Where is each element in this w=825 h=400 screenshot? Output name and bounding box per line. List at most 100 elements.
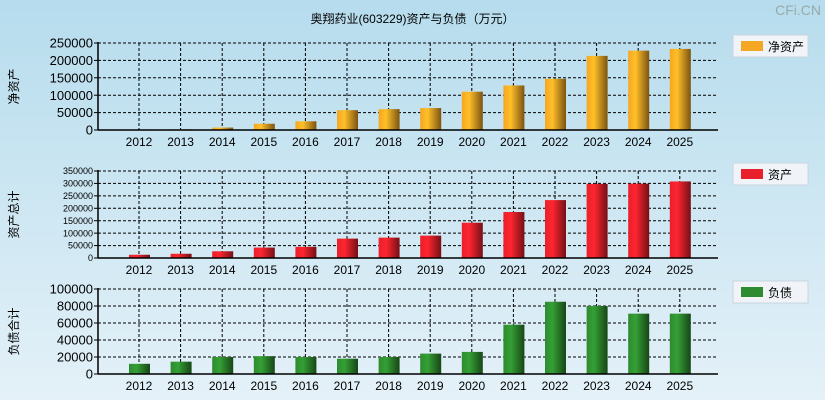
y-tick-label: 300000: [63, 179, 93, 189]
bar-2012: [129, 363, 150, 374]
x-tick-label: 2024: [625, 263, 652, 277]
x-tick-label: 2016: [292, 135, 319, 149]
y-tick-label: 100000: [50, 282, 93, 297]
x-tick-label: 2018: [375, 135, 402, 149]
x-tick-label: 2019: [417, 263, 444, 277]
bar-2025: [669, 48, 691, 130]
x-tick-label: 2020: [458, 379, 485, 393]
y-tick-label: 50000: [68, 241, 93, 251]
y-tick-label: 200000: [63, 203, 93, 213]
y-tick-label: 100000: [63, 228, 93, 238]
bar-2023: [586, 306, 608, 374]
y-axis-label: 资产总计: [7, 190, 21, 238]
x-tick-label: 2018: [375, 263, 402, 277]
bar-2019: [420, 235, 442, 258]
bar-2015: [253, 123, 275, 130]
x-tick-label: 2015: [250, 135, 277, 149]
y-tick-label: 250000: [50, 36, 93, 51]
legend-label: 负债: [768, 286, 792, 300]
x-tick-label: 2025: [666, 135, 693, 149]
legend-label: 净资产: [768, 40, 804, 54]
x-tick-label: 2023: [583, 379, 610, 393]
x-tick-label: 2019: [417, 379, 444, 393]
x-tick-label: 2020: [458, 135, 485, 149]
bar-2018: [378, 357, 400, 374]
bar-2022: [545, 301, 566, 374]
y-tick-label: 0: [88, 253, 93, 263]
bar-2022: [545, 200, 566, 258]
legend-swatch: [741, 287, 763, 297]
x-tick-label: 2023: [583, 135, 610, 149]
bar-2021: [503, 85, 525, 130]
y-tick-label: 250000: [63, 191, 93, 201]
legend: 净资产: [732, 34, 809, 58]
legend-label: 资产: [768, 168, 792, 182]
bar-2024: [628, 50, 650, 130]
logo: CFi.CN: [775, 2, 821, 18]
y-tick-label: 200000: [50, 53, 93, 68]
y-tick-label: 20000: [57, 350, 93, 365]
x-tick-label: 2012: [126, 135, 153, 149]
x-tick-label: 2024: [625, 135, 652, 149]
y-axis-label: 净资产: [7, 68, 21, 104]
bar-2020: [461, 222, 483, 258]
bar-2024: [628, 313, 650, 374]
bar-2014: [212, 251, 234, 258]
y-tick-label: 100000: [50, 88, 93, 103]
chart-panel-1: 0 50000 100000 150000 200000 250000 2012 2013 20…: [7, 34, 809, 149]
bar-2018: [378, 237, 400, 258]
x-tick-label: 2021: [500, 263, 527, 277]
bar-2024: [628, 183, 650, 258]
y-tick-label: 60000: [57, 316, 93, 331]
chart-panel-3: 0 20000 40000 60000 80000 100000 2012 2013 2014 2…: [6, 280, 809, 393]
bar-2023: [586, 55, 608, 130]
bar-2018: [378, 109, 400, 130]
bar-2021: [503, 212, 525, 258]
x-tick-label: 2020: [458, 263, 485, 277]
x-tick-label: 2012: [126, 263, 153, 277]
y-tick-label: 50000: [57, 105, 93, 120]
x-tick-label: 2015: [250, 379, 277, 393]
chart-title: 奥翔药业(603229)资产与负债（万元）: [310, 12, 515, 26]
x-tick-label: 2022: [542, 135, 569, 149]
x-tick-label: 2014: [209, 263, 236, 277]
bar-2023: [586, 183, 608, 258]
x-tick-label: 2025: [666, 263, 693, 277]
y-tick-label: 0: [86, 123, 93, 138]
bar-2013: [170, 253, 192, 258]
x-tick-label: 2022: [542, 263, 569, 277]
x-tick-label: 2025: [666, 379, 693, 393]
x-tick-label: 2017: [334, 379, 361, 393]
x-tick-label: 2017: [334, 263, 361, 277]
bar-2014: [212, 357, 234, 374]
bar-2025: [669, 181, 691, 258]
bar-2020: [461, 351, 483, 374]
x-tick-label: 2024: [625, 379, 652, 393]
x-tick-label: 2017: [334, 135, 361, 149]
chart-panel-2: 0 50000 100000 150000 200000 250000 300000 3500…: [7, 162, 809, 277]
bar-2016: [295, 357, 317, 374]
bar-2019: [420, 108, 442, 130]
bar-2014: [212, 127, 234, 130]
y-tick-label: 0: [86, 367, 93, 382]
x-tick-label: 2015: [250, 263, 277, 277]
bar-2021: [503, 324, 525, 374]
legend: 负债: [732, 280, 809, 304]
bar-2020: [461, 91, 483, 130]
bar-2017: [337, 238, 358, 258]
x-tick-label: 2021: [500, 135, 527, 149]
bar-2013: [170, 361, 192, 374]
x-tick-label: 2014: [209, 135, 236, 149]
bar-2017: [337, 110, 358, 130]
x-tick-label: 2019: [417, 135, 444, 149]
bar-2017: [337, 358, 358, 374]
x-tick-label: 2022: [542, 379, 569, 393]
bar-2012: [129, 254, 150, 258]
x-tick-label: 2014: [209, 379, 236, 393]
bar-2016: [295, 246, 317, 258]
x-tick-label: 2023: [583, 263, 610, 277]
x-tick-label: 2012: [126, 379, 153, 393]
x-tick-label: 2016: [292, 379, 319, 393]
